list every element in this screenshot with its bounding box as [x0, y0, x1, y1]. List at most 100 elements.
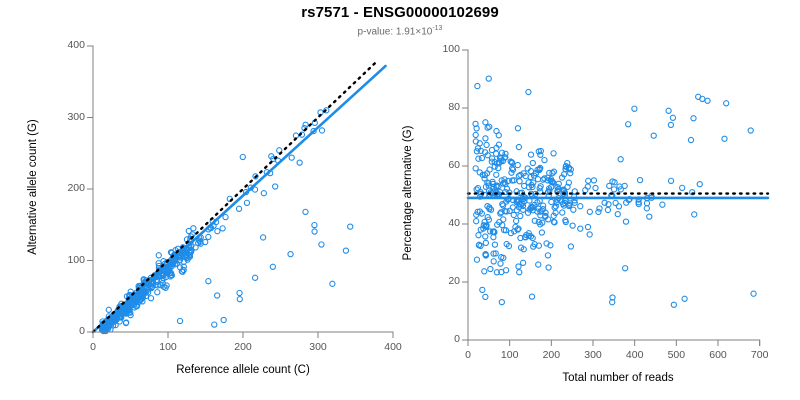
- y-tick-label: 40: [448, 217, 460, 229]
- data-point: [569, 222, 576, 229]
- data-point: [516, 178, 523, 185]
- data-point: [155, 252, 162, 259]
- data-point: [166, 266, 173, 273]
- data-point: [679, 184, 686, 191]
- data-point: [515, 143, 523, 151]
- data-point: [527, 151, 535, 158]
- y-axis-title: Percentage alternative (G): [402, 125, 414, 261]
- data-point: [154, 282, 161, 289]
- y-tick-label: 400: [67, 39, 85, 51]
- data-point: [243, 199, 251, 206]
- data-point: [586, 208, 593, 215]
- data-point: [488, 158, 495, 165]
- data-point: [487, 265, 494, 273]
- data-point: [482, 183, 490, 191]
- data-point: [528, 293, 536, 300]
- data-point: [497, 260, 504, 267]
- data-point: [472, 218, 480, 225]
- data-point: [514, 226, 521, 233]
- data-point: [531, 241, 538, 248]
- data-point: [288, 154, 295, 161]
- data-point: [625, 121, 632, 128]
- data-point: [635, 200, 642, 208]
- data-point: [551, 204, 558, 211]
- data-point: [687, 136, 695, 144]
- y-tick-label: 200: [67, 182, 85, 194]
- data-point: [142, 292, 150, 300]
- data-point: [157, 282, 164, 289]
- data-point: [493, 150, 500, 157]
- data-point: [509, 165, 516, 172]
- data-point: [530, 179, 537, 186]
- data-point: [544, 174, 551, 181]
- data-point: [176, 317, 184, 325]
- data-point: [636, 176, 644, 184]
- data-point: [509, 166, 517, 173]
- data-point: [525, 88, 532, 96]
- data-point: [127, 288, 134, 295]
- data-point: [197, 238, 204, 245]
- data-point: [251, 186, 259, 193]
- data-point: [481, 175, 488, 182]
- data-point: [691, 211, 698, 218]
- data-point: [148, 283, 156, 290]
- data-point: [311, 228, 318, 235]
- data-point: [667, 177, 675, 184]
- data-point: [615, 203, 623, 210]
- data-point: [474, 82, 481, 90]
- data-point: [296, 159, 303, 166]
- data-point: [272, 183, 279, 190]
- data-point: [252, 173, 259, 180]
- data-point: [155, 260, 162, 267]
- data-point: [251, 274, 259, 281]
- data-point: [544, 216, 552, 223]
- data-point: [614, 210, 621, 218]
- data-point: [185, 227, 192, 235]
- data-point: [477, 242, 484, 249]
- data-point: [562, 218, 569, 226]
- data-point: [544, 188, 552, 196]
- x-tick-label: 400: [384, 341, 402, 353]
- data-point: [510, 177, 518, 184]
- data-point: [681, 295, 688, 302]
- pvalue-exponent: -13: [432, 25, 443, 32]
- data-point: [565, 179, 573, 186]
- y-axis-title: Alternative allele count (G): [27, 119, 39, 255]
- data-point: [492, 250, 499, 257]
- data-point: [515, 263, 522, 270]
- data-point: [472, 131, 479, 139]
- data-point: [650, 132, 657, 139]
- data-point: [236, 289, 243, 297]
- data-point: [190, 225, 197, 232]
- data-point: [550, 150, 557, 157]
- data-point: [585, 177, 592, 184]
- data-point: [488, 155, 496, 162]
- data-point: [536, 185, 543, 192]
- data-point: [485, 216, 492, 223]
- data-point: [547, 176, 555, 183]
- x-tick-label: 500: [667, 349, 686, 361]
- data-point: [260, 190, 267, 197]
- data-point: [167, 273, 174, 280]
- y-tick-label: 0: [454, 333, 460, 345]
- data-point: [477, 188, 484, 196]
- data-point: [140, 276, 147, 283]
- data-point: [622, 265, 629, 272]
- data-point: [205, 233, 212, 241]
- data-point: [541, 175, 548, 182]
- data-point: [586, 231, 593, 238]
- data-point: [514, 125, 522, 132]
- panel-left: [87, 45, 394, 338]
- data-point: [509, 204, 516, 211]
- x-tick-label: 300: [584, 349, 602, 361]
- data-point: [525, 230, 532, 237]
- data-point: [342, 247, 350, 254]
- data-point: [154, 289, 161, 296]
- data-point: [548, 198, 555, 206]
- data-point: [491, 163, 498, 170]
- data-point: [499, 202, 507, 209]
- data-point: [482, 250, 489, 258]
- data-point: [690, 115, 697, 122]
- data-point: [493, 171, 500, 178]
- data-point: [166, 270, 174, 277]
